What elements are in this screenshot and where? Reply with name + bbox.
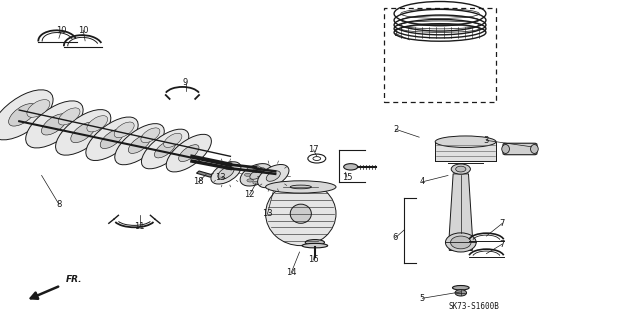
Circle shape <box>253 181 259 184</box>
Text: 13: 13 <box>216 173 226 182</box>
Ellipse shape <box>266 181 336 193</box>
Ellipse shape <box>266 171 280 181</box>
Ellipse shape <box>86 117 138 160</box>
Ellipse shape <box>0 90 53 140</box>
Ellipse shape <box>290 204 311 223</box>
Text: 1: 1 <box>393 29 398 38</box>
Circle shape <box>247 167 253 171</box>
Ellipse shape <box>240 164 272 186</box>
Ellipse shape <box>451 164 470 174</box>
Text: 15: 15 <box>342 173 352 182</box>
Ellipse shape <box>445 233 476 252</box>
Text: 18: 18 <box>193 177 204 186</box>
Text: 10: 10 <box>56 26 67 35</box>
Polygon shape <box>196 171 213 177</box>
Text: 17: 17 <box>308 145 319 154</box>
Ellipse shape <box>250 170 262 179</box>
FancyBboxPatch shape <box>503 143 537 155</box>
Ellipse shape <box>27 100 50 117</box>
Ellipse shape <box>87 116 108 132</box>
Ellipse shape <box>456 166 466 172</box>
Ellipse shape <box>166 134 211 172</box>
Ellipse shape <box>154 140 176 158</box>
Ellipse shape <box>253 167 261 173</box>
Ellipse shape <box>502 145 509 153</box>
Ellipse shape <box>129 135 150 153</box>
Ellipse shape <box>179 145 199 162</box>
Text: 8: 8 <box>56 200 61 209</box>
Ellipse shape <box>100 129 124 149</box>
Text: 12: 12 <box>244 190 255 199</box>
Ellipse shape <box>26 101 83 148</box>
Text: 9: 9 <box>183 78 188 87</box>
Ellipse shape <box>344 164 358 170</box>
Circle shape <box>253 165 259 168</box>
Text: 10: 10 <box>78 26 88 35</box>
Ellipse shape <box>114 122 134 138</box>
Text: SK73-S1600B: SK73-S1600B <box>448 302 499 311</box>
Ellipse shape <box>305 240 324 245</box>
Text: 13: 13 <box>262 209 273 218</box>
Circle shape <box>244 173 251 176</box>
Text: 7: 7 <box>500 240 505 249</box>
Ellipse shape <box>211 162 241 184</box>
Polygon shape <box>449 174 472 250</box>
Ellipse shape <box>435 136 496 147</box>
Ellipse shape <box>531 145 538 153</box>
Text: 3: 3 <box>484 136 489 145</box>
Text: 6: 6 <box>393 233 398 242</box>
Ellipse shape <box>452 286 469 290</box>
Ellipse shape <box>222 162 232 171</box>
FancyBboxPatch shape <box>435 142 496 161</box>
Text: 2: 2 <box>393 125 398 134</box>
Circle shape <box>261 173 268 176</box>
Text: 4: 4 <box>420 177 425 186</box>
Ellipse shape <box>141 129 189 169</box>
Ellipse shape <box>266 182 336 246</box>
Ellipse shape <box>218 167 234 179</box>
Text: 5: 5 <box>420 294 425 303</box>
Ellipse shape <box>455 290 467 296</box>
Ellipse shape <box>115 124 164 165</box>
Ellipse shape <box>42 114 67 135</box>
Text: 11: 11 <box>134 222 145 231</box>
Ellipse shape <box>8 104 36 126</box>
Text: 7: 7 <box>500 219 505 228</box>
Ellipse shape <box>451 236 471 249</box>
Circle shape <box>259 167 265 171</box>
Circle shape <box>247 179 253 182</box>
Ellipse shape <box>290 185 311 189</box>
Ellipse shape <box>58 108 80 125</box>
Ellipse shape <box>302 243 328 248</box>
Ellipse shape <box>164 133 182 147</box>
Ellipse shape <box>71 122 95 143</box>
Ellipse shape <box>258 165 289 188</box>
Ellipse shape <box>141 128 160 143</box>
Text: 14: 14 <box>286 268 296 277</box>
Text: 16: 16 <box>308 256 319 264</box>
Circle shape <box>259 179 265 182</box>
Text: FR.: FR. <box>66 275 83 284</box>
Ellipse shape <box>56 110 111 155</box>
